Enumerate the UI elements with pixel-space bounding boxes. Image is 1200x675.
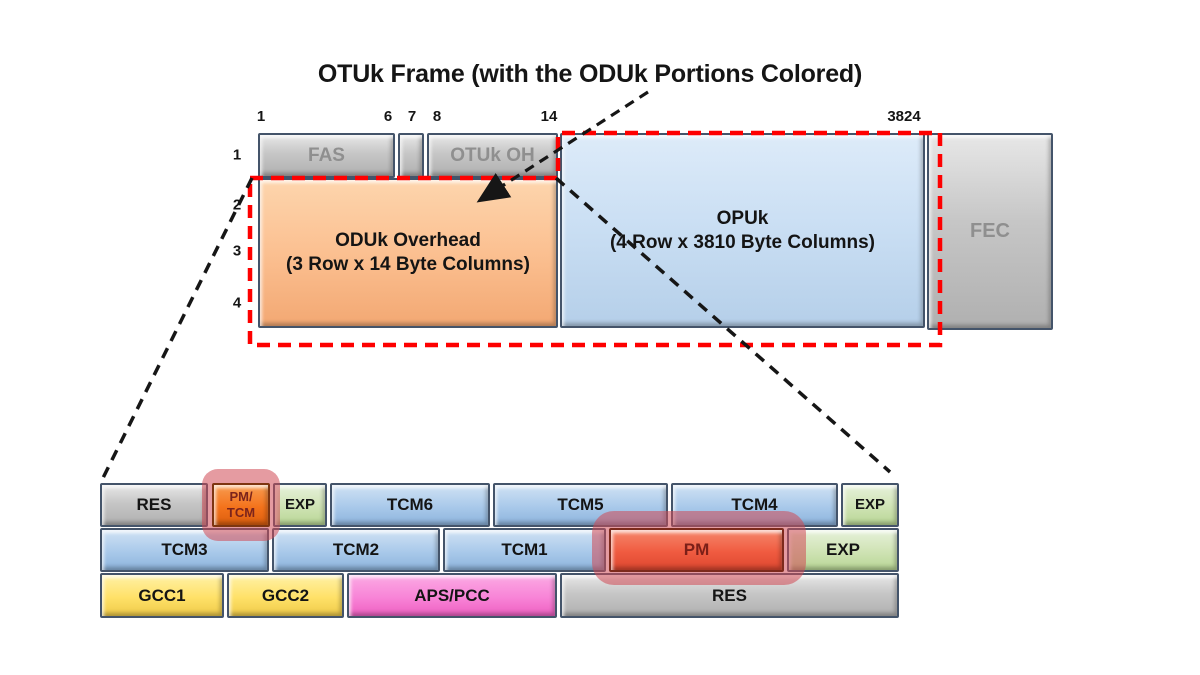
opuk-block: OPUk (4 Row x 3810 Byte Columns): [560, 133, 925, 328]
column-label-6: 6: [383, 108, 393, 125]
opuk-label: OPUk: [716, 207, 769, 229]
exp-row1a-block: EXP: [273, 483, 327, 527]
tcm2-block: TCM2: [272, 528, 440, 572]
tcm6-label: TCM6: [386, 495, 434, 515]
aps-pcc-block: APS/PCC: [347, 573, 557, 618]
otuk-oh-block: OTUk OH: [427, 133, 558, 178]
fas-label: FAS: [308, 144, 345, 166]
res-row3-label: RES: [712, 585, 747, 605]
column-label-7: 7: [407, 108, 417, 125]
row-label-1: 1: [232, 146, 242, 164]
tcm1-block: TCM1: [443, 528, 606, 572]
column-label-8: 8: [432, 108, 442, 125]
exp-row1b-block: EXP: [841, 483, 899, 527]
tcm3-label: TCM3: [161, 540, 208, 560]
exp-row2-block: EXP: [787, 528, 899, 572]
pm-label: PM: [683, 540, 710, 560]
fec-label: FEC: [970, 220, 1010, 242]
gcc1-block: GCC1: [100, 573, 224, 618]
exp-row2-label: EXP: [825, 540, 861, 560]
res-row1-label: RES: [136, 495, 172, 515]
oduk-overhead-label: ODUk Overhead: [335, 230, 481, 252]
tcm6-block: TCM6: [330, 483, 490, 527]
oduk-overhead-block: ODUk Overhead (3 Row x 14 Byte Columns): [258, 178, 558, 328]
aps-pcc-label: APS/PCC: [414, 585, 490, 605]
row-label-2: 2: [232, 196, 242, 214]
tcm2-label: TCM2: [332, 540, 380, 560]
diagram-title: OTUk Frame (with the ODUk Portions Color…: [317, 60, 863, 88]
tcm4-block: TCM4: [671, 483, 838, 527]
pm-block: PM: [609, 528, 784, 572]
row-label-3: 3: [232, 242, 242, 260]
gcc1-label: GCC1: [138, 585, 186, 605]
pm-tcm-label: PM/: [229, 488, 253, 504]
left-zoom-connector-dashed: [100, 177, 254, 481]
tcm3-block: TCM3: [100, 528, 269, 572]
res-row1-block: RES: [100, 483, 208, 527]
row-label-4: 4: [232, 294, 242, 312]
pm-tcm-block: PM/TCM: [212, 483, 270, 527]
opuk-sublabel: (4 Row x 3810 Byte Columns): [609, 231, 876, 253]
pm-tcm-sublabel: TCM: [226, 505, 256, 520]
tcm4-label: TCM4: [731, 495, 778, 515]
column-label-1: 1: [256, 108, 266, 125]
column-label-3824: 3824: [887, 108, 921, 125]
column-label-14: 14: [540, 108, 558, 125]
exp-row1a-label: EXP: [284, 495, 315, 513]
oduk-overhead-sublabel: (3 Row x 14 Byte Columns): [286, 254, 530, 275]
gcc2-label: GCC2: [261, 585, 310, 605]
tcm1-label: TCM1: [501, 540, 548, 560]
gcc2-block: GCC2: [227, 573, 344, 618]
otuk-oh-label: OTUk OH: [450, 144, 535, 166]
res-row3-block: RES: [560, 573, 899, 618]
fec-block: FEC: [927, 133, 1053, 330]
exp-row1b-label: EXP: [854, 495, 885, 513]
tcm5-block: TCM5: [493, 483, 668, 527]
column7-byte-block: [398, 133, 424, 178]
tcm5-label: TCM5: [557, 495, 604, 515]
fas-block: FAS: [258, 133, 395, 178]
